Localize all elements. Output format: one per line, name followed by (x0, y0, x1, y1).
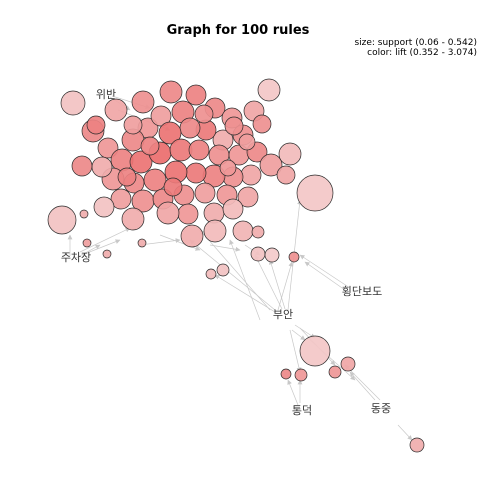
rule-edge (79, 227, 131, 253)
rule-node (328, 365, 342, 379)
rule-node (91, 156, 113, 178)
rule-node (177, 203, 199, 225)
rule-node (276, 165, 296, 185)
graph-title: Graph for 100 rules (167, 23, 310, 38)
legend-size: size: support (0.06 - 0.542) (354, 38, 477, 48)
rule-nodes-layer (47, 78, 425, 453)
rule-node (280, 368, 292, 380)
rule-node (222, 198, 244, 220)
rule-node (185, 84, 207, 106)
rule-node (224, 116, 244, 136)
rule-node (194, 104, 214, 124)
rule-edge (344, 364, 381, 401)
rule-node (79, 209, 89, 219)
item-labels-layer: 위반 주차장 부안 횡단보도 통덕 동중 (61, 88, 391, 417)
rule-node (188, 139, 210, 161)
rule-node (237, 186, 259, 208)
rule-node (104, 98, 128, 122)
rule-node (82, 238, 92, 248)
rule-edge (268, 259, 286, 310)
rule-node (129, 150, 153, 174)
rule-node (238, 133, 256, 151)
rule-edge (214, 274, 276, 313)
rule-edge (397, 424, 413, 441)
rule-node (137, 238, 147, 248)
rule-node (232, 220, 254, 242)
rule-node (117, 167, 137, 187)
rule-node (102, 249, 112, 259)
item-label-wiban: 위반 (96, 88, 116, 101)
rule-node (296, 174, 334, 212)
legend-color: color: lift (0.352 - 3.074) (367, 48, 477, 58)
rule-node (110, 148, 134, 172)
rule-edge (349, 371, 376, 401)
rule-node (180, 224, 204, 248)
rule-node (97, 137, 119, 159)
rule-node (294, 368, 308, 382)
rule-node (205, 268, 217, 280)
rule-edge (75, 244, 101, 259)
rule-node (299, 335, 331, 367)
rule-node (143, 168, 167, 192)
rule-edge (291, 329, 306, 341)
rule-node (252, 114, 272, 134)
rule-node (123, 115, 143, 135)
rule-node (250, 246, 266, 262)
rule-node (47, 205, 77, 235)
rule-node (288, 251, 300, 263)
rule-node (60, 90, 86, 116)
rule-node (264, 247, 280, 263)
item-label-hoengdanbodo: 횡단보도 (342, 285, 382, 298)
rule-edge (304, 261, 346, 291)
rule-edge (139, 238, 181, 246)
rule-edge (229, 239, 261, 321)
rule-edge (294, 324, 316, 339)
rule-node (150, 105, 172, 127)
rule-node (179, 117, 201, 139)
rule-node (240, 164, 262, 186)
rule-edge (287, 379, 299, 406)
item-label-juchajang: 주차장 (61, 251, 91, 264)
rule-node (409, 437, 425, 453)
rule-edge (81, 239, 121, 256)
rule-node (71, 155, 93, 177)
rule-node (278, 142, 302, 166)
rule-node (194, 182, 216, 204)
item-label-dongjung: 동중 (371, 402, 391, 415)
rule-node (131, 90, 155, 114)
rule-node (163, 177, 183, 197)
rule-node (219, 159, 237, 177)
item-label-tongdeok: 통덕 (292, 404, 312, 417)
rule-node (156, 201, 180, 225)
rule-node (158, 121, 182, 145)
rule-node (86, 115, 106, 135)
rule-node (257, 78, 281, 102)
rule-node (340, 356, 356, 372)
rule-node (185, 162, 207, 184)
rule-node (259, 153, 283, 177)
rule-node (216, 263, 230, 277)
rule-edge (277, 261, 294, 311)
rule-node (203, 219, 227, 243)
rule-edge (209, 244, 241, 252)
rule-node (159, 80, 183, 104)
item-label-buan: 부안 (273, 308, 293, 321)
rule-edge (289, 329, 302, 373)
rule-node (121, 207, 145, 231)
rule-node (251, 225, 265, 239)
rule-node (93, 196, 115, 218)
rule-edge (299, 254, 351, 289)
rule-edge (189, 239, 276, 311)
rule-edge (254, 254, 283, 310)
rule-node (140, 136, 160, 156)
rule-node (110, 188, 132, 210)
